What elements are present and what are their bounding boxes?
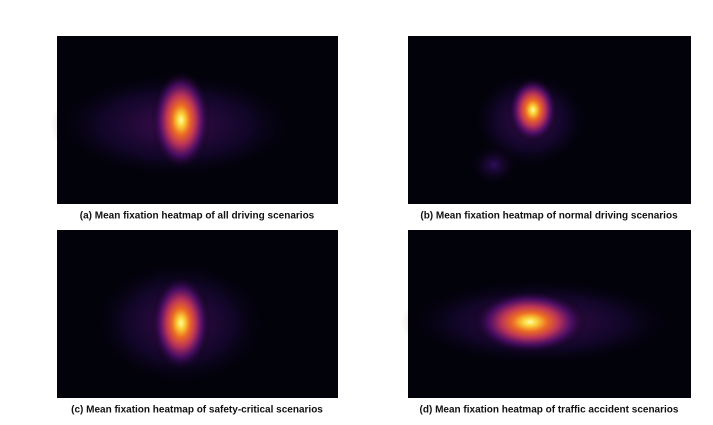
heatmap-c [57,230,338,398]
heatmap-d [400,230,691,398]
caption: (d) Mean fixation heatmap of traffic acc… [420,405,679,416]
heatmap-b [408,36,691,204]
caption: (a) Mean fixation heatmap of all driving… [80,211,315,222]
caption: (b) Mean fixation heatmap of normal driv… [420,211,678,222]
heatmap-a [50,36,338,204]
caption: (c) Mean fixation heatmap of safety-crit… [71,405,323,416]
